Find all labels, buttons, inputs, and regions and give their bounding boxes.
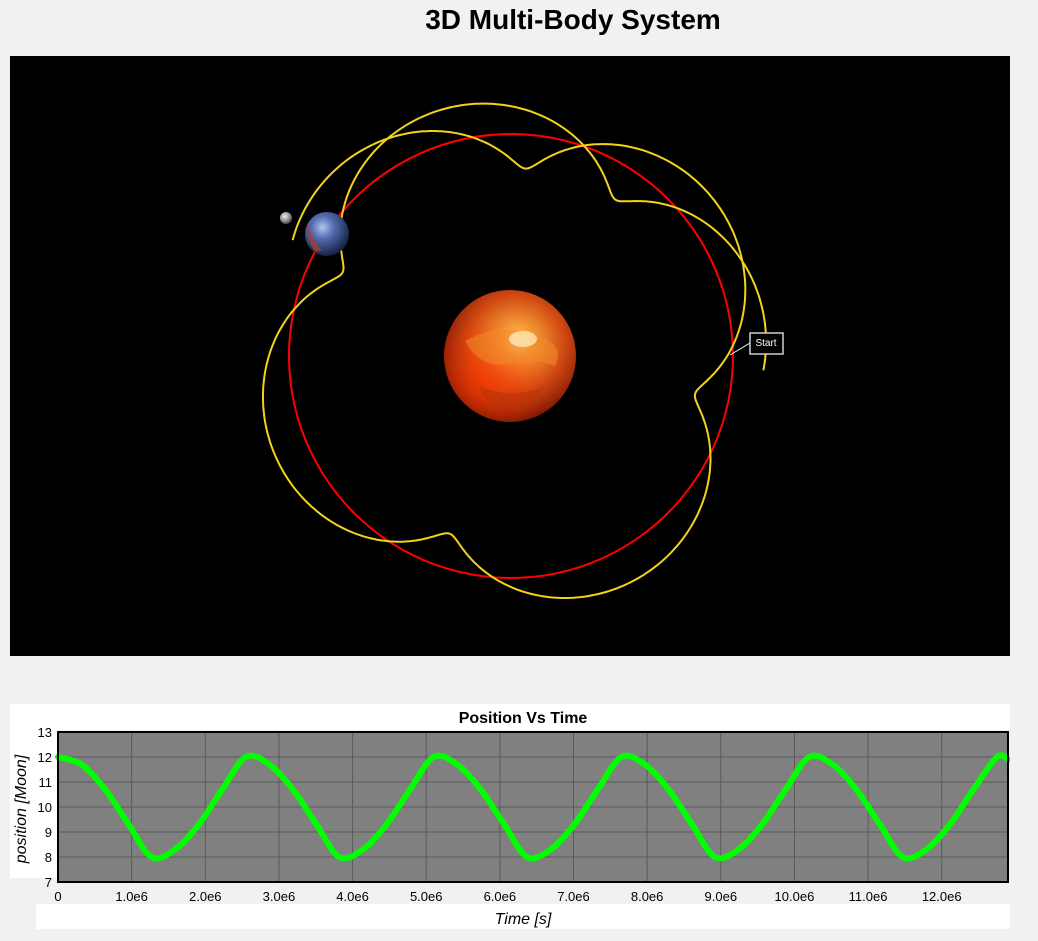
scene-canvas: Start <box>262 102 784 599</box>
x-tick-label: 0 <box>54 889 61 904</box>
y-axis-label: position [Moon] <box>13 754 30 864</box>
chart-canvas: Position Vs Time position [Moon] Time [s… <box>10 704 1010 929</box>
y-tick-label: 9 <box>45 825 52 840</box>
x-tick-label: 4.0e6 <box>336 889 369 904</box>
start-pointer-line <box>729 342 751 356</box>
x-tick-label: 7.0e6 <box>557 889 590 904</box>
x-tick-label: 6.0e6 <box>484 889 517 904</box>
y-axis-bar <box>10 730 58 878</box>
y-tick-label: 8 <box>45 850 52 865</box>
x-tick-label: 11.0e6 <box>849 889 888 904</box>
chart-title-bar <box>10 704 1010 730</box>
y-tick-label: 13 <box>38 725 52 740</box>
earth-body[interactable] <box>305 212 349 256</box>
start-label-box <box>749 332 784 355</box>
moon-body[interactable] <box>280 212 292 224</box>
chart-title: Position Vs Time <box>459 710 588 727</box>
y-tick-label: 7 <box>45 875 52 890</box>
series-layer <box>55 752 1010 862</box>
x-tick-label: 2.0e6 <box>189 889 222 904</box>
sun-body[interactable] <box>444 290 576 422</box>
x-tick-label: 5.0e6 <box>410 889 443 904</box>
x-axis-label: Time [s] <box>495 911 552 928</box>
x-tick-label: 1.0e6 <box>115 889 148 904</box>
x-tick-label: 10.0e6 <box>775 889 815 904</box>
plot-border <box>57 731 1009 883</box>
tick-labels: 0 1.0e6 2.0e6 3.0e6 4.0e6 5.0e6 6.0e6 7.0e6 8.0e… <box>38 725 962 904</box>
x-label-bar <box>36 904 1010 929</box>
y-tick-label: 11 <box>39 775 53 790</box>
3d-viewport[interactable]: Start <box>10 56 1010 656</box>
y-tick-label: 12 <box>38 750 52 765</box>
y-tick-label: 10 <box>38 800 52 815</box>
moon-trajectory-path <box>262 102 768 599</box>
x-tick-label: 12.0e6 <box>922 889 962 904</box>
start-label: Start <box>755 338 776 349</box>
x-tick-label: 8.0e6 <box>631 889 664 904</box>
page-title: 3D Multi-Body System <box>425 4 721 35</box>
series-line <box>55 752 1010 862</box>
x-tick-label: 3.0e6 <box>263 889 296 904</box>
position-chart: Position Vs Time position [Moon] Time [s… <box>10 704 1010 930</box>
earth-orbit-path <box>287 132 735 580</box>
x-tick-label: 9.0e6 <box>705 889 738 904</box>
